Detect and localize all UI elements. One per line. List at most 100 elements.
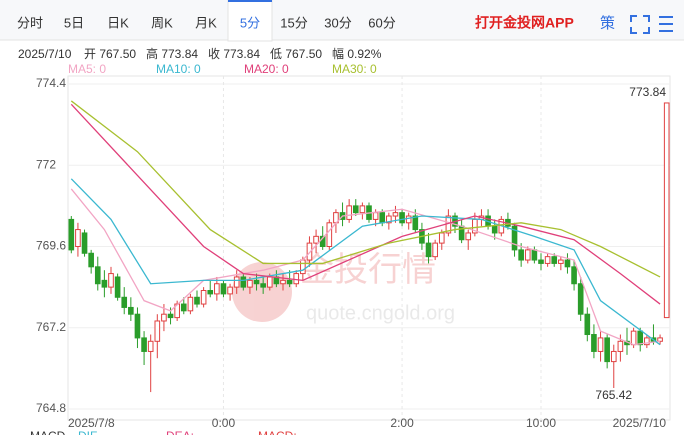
info-text: 低 767.50 (270, 47, 322, 61)
candle-body (372, 212, 379, 220)
info-text: 收 773.84 (208, 47, 260, 61)
legend-entry: MA5: 0 (68, 62, 106, 76)
app-link[interactable]: 打开金投网APP (475, 15, 574, 31)
candle-body (432, 242, 438, 258)
indicator-label: DIF (78, 429, 97, 435)
candle-body (194, 296, 200, 305)
info-text: 2025/7/10 (18, 47, 72, 61)
candle-body (644, 337, 650, 346)
candle-body (247, 279, 253, 288)
candle-body (425, 242, 432, 258)
watermark-text: 金投行情 (300, 251, 436, 289)
candle-body (544, 256, 551, 264)
legend-entry: MA10: 0 (156, 62, 201, 76)
candle-body (300, 259, 306, 275)
legend-entry: MA20: 0 (244, 62, 289, 76)
candle-body (386, 215, 392, 224)
tab[interactable]: 月K (195, 15, 217, 30)
candle-body (68, 218, 75, 251)
tab[interactable]: 分时 (17, 15, 43, 30)
ma-line (70, 188, 661, 346)
candle-body (207, 290, 214, 295)
candle-body (200, 290, 207, 305)
tab[interactable]: 周K (151, 15, 173, 30)
candle-body (511, 225, 518, 251)
candle-body (663, 102, 670, 319)
plot-frame (67, 75, 671, 421)
tab[interactable]: 5分 (240, 15, 260, 30)
candle-body (293, 273, 300, 285)
indicator-label: DEA: (166, 429, 194, 435)
candle-body (266, 276, 273, 288)
extreme-label: 773.84 (629, 85, 666, 99)
candle-body (253, 279, 260, 285)
legend-entry: MA30: 0 (332, 62, 377, 76)
x-tick-label: 2:00 (390, 416, 414, 430)
candle-body (518, 249, 524, 261)
candle-body (571, 266, 577, 285)
candle-body (114, 276, 121, 298)
candle-body (531, 249, 538, 261)
tab[interactable]: 30分 (324, 15, 351, 30)
y-tick-label: 764.8 (36, 401, 66, 415)
tab-bar (0, 0, 684, 40)
candle-body (392, 212, 399, 217)
candle-body (220, 283, 227, 295)
candle-body (147, 340, 154, 352)
candle-body (101, 279, 108, 288)
candle-body (610, 350, 617, 363)
candle-body (326, 222, 333, 247)
tab[interactable]: 60分 (368, 15, 395, 30)
candle-body (584, 313, 591, 336)
candle-body (286, 279, 293, 285)
candle-body (604, 337, 610, 363)
y-tick-label: 767.2 (36, 320, 66, 334)
candle-body (538, 259, 544, 264)
ma-line (70, 178, 661, 346)
candle-body (352, 205, 359, 214)
tab[interactable]: 15分 (280, 15, 307, 30)
candle-body (597, 337, 604, 352)
tab[interactable]: 5日 (64, 15, 84, 30)
tool-button[interactable]: 策 (600, 15, 615, 32)
x-tick-label: 2025/7/8 (68, 416, 115, 430)
candle-body (637, 330, 644, 346)
candle-body (412, 215, 419, 231)
info-text: 高 773.84 (146, 46, 198, 61)
ma-line (70, 103, 661, 305)
candle-body (128, 306, 134, 315)
watermark: 金投行情 quote.cngold.org (232, 251, 455, 324)
info-text: 幅 0.92% (332, 46, 382, 61)
x-tick-label: 10:00 (526, 416, 556, 430)
candle-body (75, 229, 81, 248)
fullscreen-icon[interactable] (630, 15, 650, 34)
candle-body (88, 252, 94, 268)
y-tick-label: 774.4 (36, 76, 66, 90)
candle-body (240, 276, 247, 288)
candle-body (227, 286, 233, 295)
candle-body (134, 313, 141, 339)
candle-body (346, 205, 352, 220)
candle-body (161, 313, 167, 322)
candle-body (121, 296, 128, 308)
indicator-label: MACD: (258, 429, 297, 435)
candle-body (577, 283, 584, 315)
y-tick-label: 769.6 (36, 239, 66, 253)
indicator-label: MACD (30, 429, 66, 435)
candle-body (81, 232, 88, 254)
candle-body (306, 242, 313, 261)
candle-body (260, 283, 266, 288)
tab[interactable]: 日K (107, 15, 129, 30)
candle-body (558, 259, 564, 264)
menu-icon[interactable] (659, 16, 673, 32)
candle-body (491, 225, 498, 234)
active-tab (227, 0, 273, 42)
ma-line (70, 100, 661, 278)
candle-body (399, 212, 405, 224)
info-text: 开 767.50 (84, 47, 136, 61)
candle-body (630, 330, 637, 346)
candle-body (180, 303, 187, 312)
candle-body (438, 232, 445, 244)
